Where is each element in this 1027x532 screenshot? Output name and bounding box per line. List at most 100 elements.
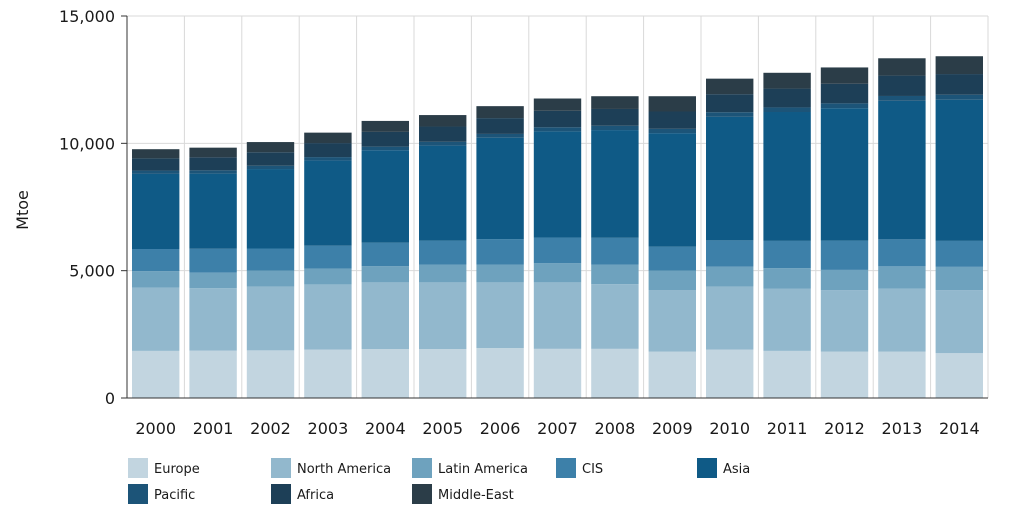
bar-segment[interactable]: [189, 272, 237, 289]
bar-segment[interactable]: [189, 288, 237, 351]
bar-segment[interactable]: [763, 88, 811, 108]
bar-segment[interactable]: [189, 170, 237, 174]
bar-segment[interactable]: [763, 350, 811, 398]
bar-segment[interactable]: [304, 268, 352, 285]
bar-segment[interactable]: [706, 266, 754, 287]
bar-segment[interactable]: [533, 131, 582, 238]
legend-item[interactable]: North America: [271, 458, 391, 478]
bar-segment[interactable]: [648, 96, 696, 112]
bar-segment[interactable]: [533, 237, 582, 264]
bar-segment[interactable]: [246, 165, 295, 170]
legend-item[interactable]: CIS: [556, 458, 603, 478]
bar-segment[interactable]: [706, 78, 754, 95]
bar-segment[interactable]: [820, 351, 869, 398]
bar-segment[interactable]: [648, 128, 696, 134]
bar-segment[interactable]: [419, 349, 467, 398]
bar-segment[interactable]: [189, 248, 237, 273]
bar-segment[interactable]: [361, 120, 409, 132]
bar-segment[interactable]: [476, 118, 524, 134]
bar-segment[interactable]: [132, 350, 180, 398]
bar-segment[interactable]: [533, 348, 582, 398]
bar-segment[interactable]: [304, 157, 352, 161]
bar-segment[interactable]: [820, 240, 869, 270]
bar-segment[interactable]: [132, 271, 180, 288]
bar-segment[interactable]: [935, 353, 983, 398]
bar-segment[interactable]: [304, 245, 352, 269]
legend-item[interactable]: Africa: [271, 484, 334, 504]
bar-segment[interactable]: [706, 240, 754, 267]
bar-segment[interactable]: [304, 349, 352, 398]
bar-segment[interactable]: [935, 290, 983, 354]
bar-segment[interactable]: [361, 266, 409, 283]
bar-segment[interactable]: [820, 290, 869, 352]
bar-segment[interactable]: [591, 264, 639, 285]
bar-segment[interactable]: [361, 131, 409, 147]
bar-segment[interactable]: [820, 108, 869, 241]
bar-segment[interactable]: [132, 287, 180, 351]
bar-segment[interactable]: [132, 173, 180, 250]
bar-segment[interactable]: [820, 83, 869, 104]
bar-segment[interactable]: [591, 125, 639, 131]
bar-segment[interactable]: [246, 350, 295, 398]
bar-segment[interactable]: [591, 96, 639, 109]
bar-segment[interactable]: [878, 95, 926, 101]
bar-segment[interactable]: [763, 288, 811, 351]
bar-segment[interactable]: [476, 133, 524, 138]
bar-segment[interactable]: [533, 282, 582, 349]
bar-segment[interactable]: [935, 94, 983, 100]
bar-segment[interactable]: [591, 130, 639, 238]
bar-segment[interactable]: [763, 107, 811, 113]
legend-item[interactable]: Europe: [128, 458, 200, 478]
bar-segment[interactable]: [246, 152, 295, 166]
bar-segment[interactable]: [591, 237, 639, 265]
bar-segment[interactable]: [648, 133, 696, 247]
bar-segment[interactable]: [706, 112, 754, 117]
bar-segment[interactable]: [476, 348, 524, 398]
bar-segment[interactable]: [419, 145, 467, 241]
bar-segment[interactable]: [935, 266, 983, 291]
bar-segment[interactable]: [648, 111, 696, 129]
bar-segment[interactable]: [533, 127, 582, 132]
bar-segment[interactable]: [476, 106, 524, 119]
bar-segment[interactable]: [878, 351, 926, 398]
bar-segment[interactable]: [820, 269, 869, 291]
bar-segment[interactable]: [189, 147, 237, 158]
bar-segment[interactable]: [132, 249, 180, 272]
bar-segment[interactable]: [533, 263, 582, 283]
bar-segment[interactable]: [533, 110, 582, 128]
bar-segment[interactable]: [763, 268, 811, 289]
bar-segment[interactable]: [361, 242, 409, 267]
bar-segment[interactable]: [706, 116, 754, 241]
bar-segment[interactable]: [763, 240, 811, 269]
bar-segment[interactable]: [132, 149, 180, 159]
bar-segment[interactable]: [591, 284, 639, 349]
bar-segment[interactable]: [189, 157, 237, 171]
bar-segment[interactable]: [935, 240, 983, 267]
bar-segment[interactable]: [189, 173, 237, 249]
legend-item[interactable]: Middle-East: [412, 484, 514, 504]
bar-segment[interactable]: [246, 286, 295, 351]
bar-segment[interactable]: [533, 98, 582, 111]
bar-segment[interactable]: [878, 75, 926, 96]
bar-segment[interactable]: [820, 67, 869, 84]
bar-segment[interactable]: [419, 282, 467, 350]
bar-segment[interactable]: [878, 239, 926, 267]
bar-segment[interactable]: [419, 141, 467, 146]
bar-segment[interactable]: [419, 264, 467, 283]
bar-segment[interactable]: [246, 248, 295, 271]
bar-segment[interactable]: [878, 266, 926, 289]
bar-segment[interactable]: [304, 284, 352, 350]
bar-segment[interactable]: [419, 115, 467, 127]
bar-segment[interactable]: [935, 74, 983, 95]
bar-segment[interactable]: [820, 103, 869, 109]
bar-segment[interactable]: [419, 126, 467, 142]
bar-segment[interactable]: [476, 282, 524, 349]
bar-segment[interactable]: [361, 146, 409, 151]
bar-segment[interactable]: [361, 282, 409, 350]
bar-segment[interactable]: [476, 264, 524, 283]
bar-segment[interactable]: [648, 270, 696, 291]
bar-segment[interactable]: [591, 348, 639, 398]
bar-segment[interactable]: [935, 56, 983, 75]
bar-segment[interactable]: [935, 99, 983, 241]
bar-segment[interactable]: [476, 239, 524, 265]
